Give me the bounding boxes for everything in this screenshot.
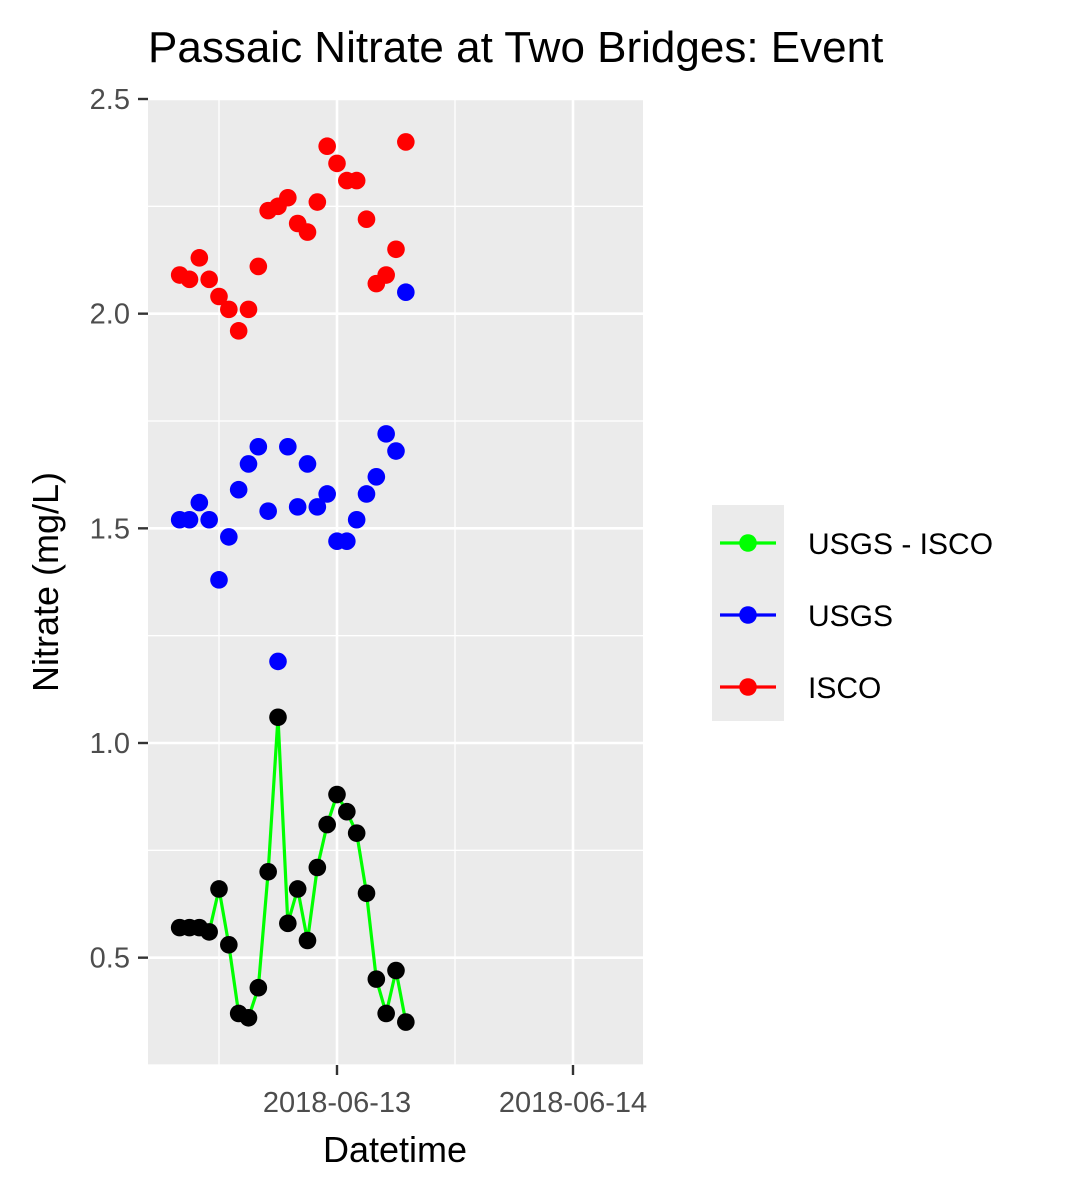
legend-items: USGS - ISCO USGS ISCO [720, 528, 993, 705]
y-tick-label: 2.5 [90, 84, 130, 116]
data-point-usgs-isco [308, 858, 327, 877]
data-point-usgs [298, 455, 317, 473]
data-point-usgs [220, 528, 238, 546]
y-tick-label: 1.0 [90, 728, 130, 760]
data-point-isco [190, 249, 209, 267]
data-point-usgs [259, 502, 277, 520]
data-point-usgs-isco [328, 785, 346, 804]
data-point-isco [347, 171, 366, 190]
data-point-isco [229, 322, 248, 340]
data-point-usgs [249, 437, 268, 456]
legend-key-point-isco [739, 678, 757, 696]
data-point-usgs [239, 455, 258, 473]
data-point-usgs-isco [200, 923, 218, 941]
x-axis-title: Datetime [323, 1129, 467, 1170]
data-point-usgs [308, 498, 327, 516]
data-point-isco [318, 137, 336, 156]
y-tick-label: 2.0 [90, 299, 130, 331]
y-tick-label: 0.5 [90, 943, 130, 975]
legend-key-point-usgs [739, 606, 757, 624]
data-point-usgs-isco [210, 880, 228, 898]
data-point-usgs [269, 652, 287, 671]
data-point-usgs [367, 468, 386, 486]
legend-label-isco: ISCO [808, 672, 881, 705]
data-point-isco [308, 193, 327, 211]
data-point-usgs-isco [288, 880, 307, 898]
plot-panel [148, 99, 643, 1065]
data-point-usgs [288, 498, 307, 516]
chart-title: Passaic Nitrate at Two Bridges: Event [148, 23, 883, 72]
data-point-usgs-isco [220, 935, 238, 954]
series-layer [170, 133, 415, 1031]
data-point-isco [200, 270, 218, 289]
data-point-usgs-isco [397, 1013, 415, 1031]
data-point-usgs-isco [318, 815, 336, 834]
data-point-usgs [279, 437, 297, 456]
data-point-usgs [200, 510, 218, 529]
legend-key-point-usgs-isco [739, 534, 757, 552]
data-point-usgs [347, 510, 366, 529]
y-axis-title: Nitrate (mg/L) [25, 472, 66, 692]
data-point-usgs-isco [269, 708, 287, 727]
data-point-usgs-isco [367, 970, 386, 988]
data-point-usgs [229, 480, 248, 499]
data-point-usgs [387, 442, 405, 460]
axis-layer: 0.5 1.0 1.5 2.0 2.5 2018-06-13 2018-06-14 [90, 84, 648, 1119]
data-point-usgs-isco [338, 802, 356, 821]
data-point-usgs-isco [249, 978, 268, 997]
data-point-isco [387, 240, 405, 259]
data-point-isco [220, 300, 238, 319]
data-point-usgs [318, 485, 336, 503]
data-point-isco [239, 300, 258, 319]
data-point-usgs [338, 532, 356, 551]
data-point-usgs [397, 283, 415, 302]
data-point-usgs [377, 425, 395, 443]
legend-label-usgs: USGS [808, 600, 893, 633]
data-point-isco [210, 287, 228, 306]
data-point-isco [279, 188, 297, 207]
data-point-isco [328, 154, 346, 173]
legend: USGS - ISCO USGS ISCO [712, 505, 993, 721]
y-tick-label: 1.5 [90, 513, 130, 545]
x-tick-label: 2018-06-13 [263, 1087, 411, 1119]
data-point-usgs-isco [357, 884, 376, 903]
data-point-usgs-isco [239, 1008, 258, 1027]
data-point-isco [357, 210, 376, 229]
data-point-usgs-isco [387, 961, 405, 980]
data-point-isco [249, 257, 268, 276]
data-point-usgs [357, 485, 376, 503]
data-point-usgs [180, 510, 199, 529]
data-point-usgs [190, 493, 209, 512]
data-point-usgs-isco [279, 914, 297, 933]
data-point-isco [377, 266, 395, 284]
data-point-usgs-isco [377, 1004, 395, 1023]
data-point-usgs-isco [298, 931, 317, 950]
data-point-usgs-isco [259, 863, 277, 881]
legend-label-usgs-isco: USGS - ISCO [808, 528, 993, 561]
data-point-isco [298, 223, 317, 241]
data-point-usgs [210, 571, 228, 589]
x-tick-label: 2018-06-14 [499, 1087, 647, 1119]
data-point-isco [397, 133, 415, 151]
data-point-usgs-isco [347, 824, 366, 842]
data-point-isco [180, 270, 199, 289]
